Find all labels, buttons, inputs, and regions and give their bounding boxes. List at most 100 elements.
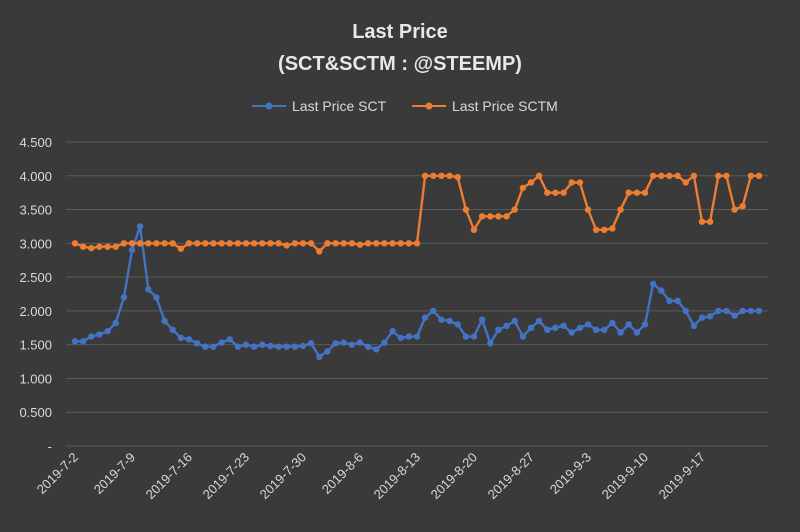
data-point [519, 333, 527, 340]
data-point [487, 340, 494, 347]
data-point [731, 206, 738, 213]
data-point [193, 340, 201, 347]
data-point [682, 179, 689, 186]
data-point [446, 172, 453, 179]
data-point [495, 326, 502, 333]
data-point [405, 333, 413, 340]
data-point [283, 242, 290, 249]
data-point [706, 313, 714, 320]
data-point [332, 240, 339, 247]
data-point [364, 240, 372, 247]
data-point [715, 172, 722, 179]
y-tick-label: 1.500 [19, 338, 52, 353]
data-point [552, 324, 559, 331]
data-point [356, 339, 364, 346]
data-point [584, 321, 592, 328]
data-point [731, 312, 738, 319]
data-point [104, 243, 111, 250]
data-point [658, 287, 665, 294]
data-point [658, 172, 665, 179]
data-point [259, 341, 266, 348]
data-point [698, 218, 706, 225]
data-point [79, 338, 87, 345]
data-point [364, 343, 372, 350]
data-point [739, 307, 746, 315]
data-point [723, 172, 730, 179]
data-point [739, 203, 746, 210]
x-axis: 2019-7-2 2019-7-9 2019-7-16 2019-7-23 2019-7… [34, 450, 708, 503]
data-point [413, 333, 421, 340]
y-tick-label: 4.500 [19, 135, 52, 150]
data-point [421, 314, 429, 321]
data-point [88, 333, 95, 340]
data-point [299, 342, 307, 350]
data-point [218, 339, 225, 346]
data-point [568, 179, 575, 186]
data-point [169, 326, 176, 333]
y-tick-label: - [48, 439, 52, 454]
y-tick-label: 2.500 [19, 270, 52, 285]
data-point [153, 240, 160, 247]
data-point [389, 328, 396, 335]
plot-area [71, 172, 763, 360]
data-point [617, 206, 624, 213]
data-point [609, 225, 616, 232]
data-point [601, 226, 608, 233]
data-point [381, 339, 388, 346]
x-tick-label: 2019-7-9 [91, 450, 138, 497]
y-axis: - 0.500 1.000 1.500 2.000 2.500 3.000 3.500 4.00… [19, 135, 52, 454]
data-point [389, 240, 396, 247]
data-point [177, 334, 185, 342]
data-point [348, 341, 356, 348]
x-tick-label: 2019-9-10 [599, 450, 652, 503]
data-point [413, 240, 421, 247]
data-point [617, 329, 624, 336]
data-point [470, 226, 478, 233]
data-point [682, 307, 689, 315]
data-point [161, 317, 168, 325]
data-point [218, 240, 225, 247]
data-point [283, 343, 290, 350]
x-tick-label: 2019-7-16 [143, 450, 196, 503]
data-point [291, 343, 299, 350]
y-tick-label: 3.500 [19, 203, 52, 218]
data-point [128, 246, 136, 254]
data-point [544, 189, 551, 196]
data-point [666, 172, 673, 179]
chart-title: Last Price [352, 21, 448, 43]
data-point [511, 206, 518, 213]
data-point [421, 172, 429, 179]
data-point [405, 240, 413, 247]
data-point [136, 223, 144, 230]
y-tick-label: 2.000 [19, 304, 52, 319]
data-point [430, 172, 437, 179]
data-point [96, 331, 103, 338]
data-point [373, 240, 380, 247]
data-point [609, 319, 616, 327]
data-point [275, 343, 282, 350]
data-point [259, 240, 266, 247]
data-point [145, 286, 152, 293]
data-point [560, 189, 567, 196]
data-point [430, 307, 437, 315]
data-point [576, 179, 584, 186]
x-tick-label: 2019-8-27 [485, 450, 538, 503]
data-point [674, 297, 681, 304]
data-point [397, 334, 404, 342]
data-point [527, 324, 535, 331]
data-point [324, 348, 331, 355]
data-point [592, 326, 600, 333]
data-point [250, 240, 258, 247]
data-point [104, 328, 111, 335]
data-point [348, 240, 356, 247]
data-point [88, 244, 95, 252]
legend: Last Price SCT Last Price SCTM [252, 98, 558, 114]
data-point [112, 243, 119, 250]
data-point [544, 326, 551, 333]
data-point [625, 189, 632, 196]
data-point [690, 322, 698, 329]
data-point [495, 213, 502, 220]
data-point [332, 340, 339, 347]
data-point [666, 297, 673, 304]
